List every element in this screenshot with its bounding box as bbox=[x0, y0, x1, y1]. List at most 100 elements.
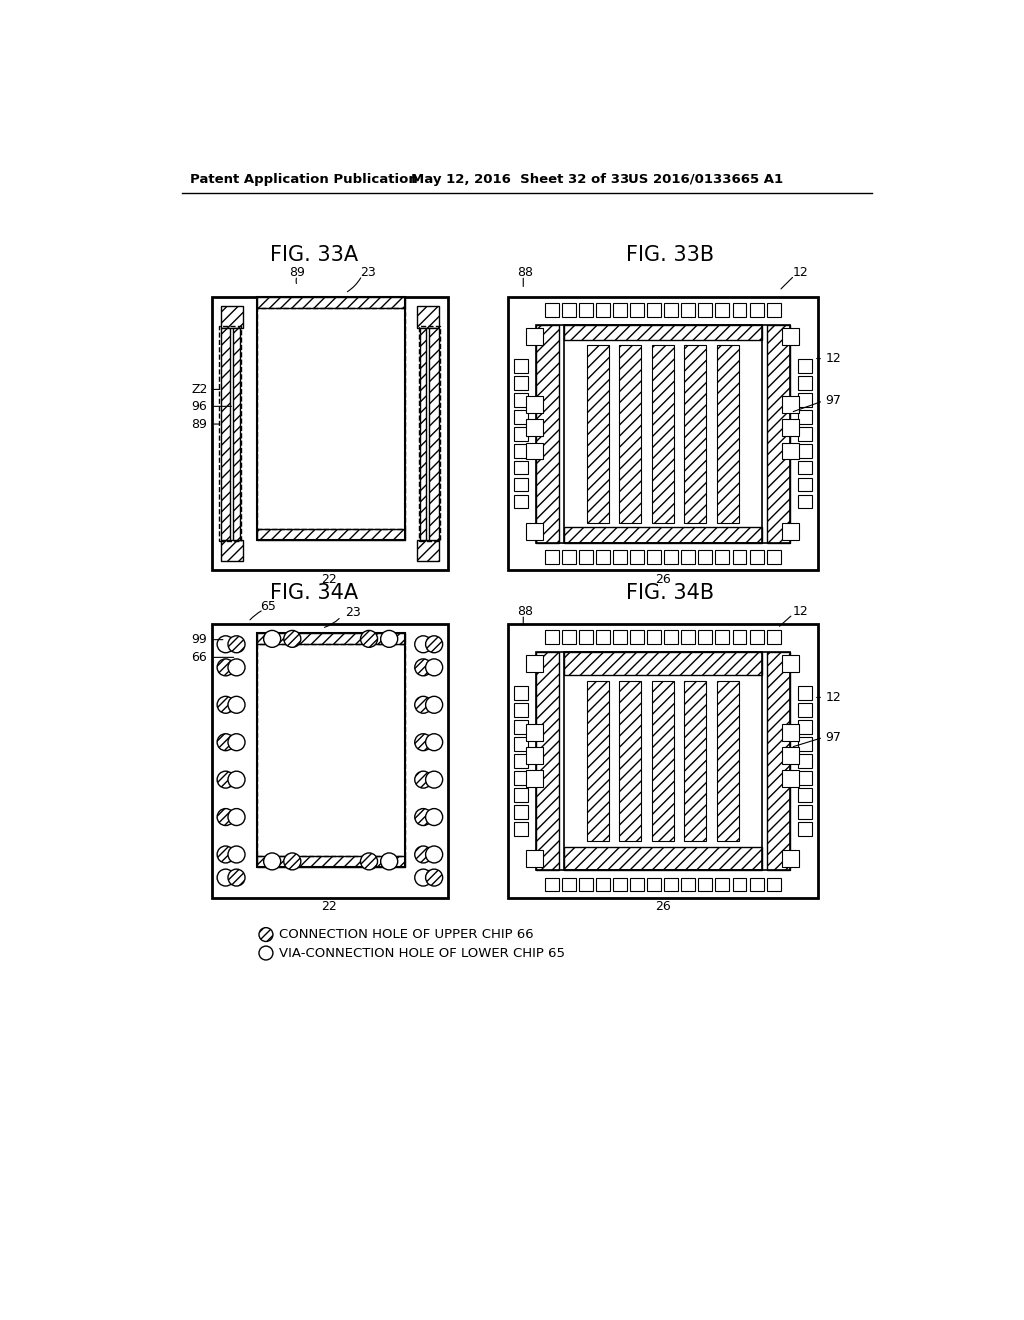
Text: Z2: Z2 bbox=[191, 383, 208, 396]
Bar bbox=[514, 686, 528, 700]
Bar bbox=[545, 304, 559, 317]
Circle shape bbox=[415, 659, 432, 676]
Bar bbox=[526, 327, 544, 345]
Text: 97: 97 bbox=[825, 395, 842, 408]
Bar bbox=[526, 850, 544, 867]
Bar bbox=[514, 754, 528, 768]
Bar bbox=[613, 550, 627, 564]
Bar bbox=[221, 306, 243, 327]
Circle shape bbox=[415, 846, 432, 863]
Text: 26: 26 bbox=[655, 900, 671, 913]
Circle shape bbox=[263, 853, 281, 870]
Bar bbox=[526, 770, 544, 787]
Circle shape bbox=[259, 946, 273, 960]
Text: FIG. 34B: FIG. 34B bbox=[627, 583, 715, 603]
Bar bbox=[212, 624, 449, 898]
Bar bbox=[698, 550, 713, 564]
Bar bbox=[665, 304, 678, 317]
Bar bbox=[562, 304, 575, 317]
Bar bbox=[767, 878, 780, 891]
Bar bbox=[257, 644, 404, 857]
Circle shape bbox=[217, 809, 234, 825]
Bar bbox=[562, 878, 575, 891]
Circle shape bbox=[426, 809, 442, 825]
Circle shape bbox=[426, 697, 442, 713]
Circle shape bbox=[217, 697, 234, 713]
Circle shape bbox=[228, 869, 245, 886]
Bar bbox=[798, 393, 812, 407]
Text: US 2016/0133665 A1: US 2016/0133665 A1 bbox=[628, 173, 783, 186]
Bar bbox=[620, 681, 641, 841]
Bar bbox=[798, 478, 812, 491]
Bar bbox=[698, 878, 713, 891]
Bar bbox=[782, 655, 799, 672]
Bar bbox=[514, 704, 528, 717]
Circle shape bbox=[426, 659, 442, 676]
Bar bbox=[545, 550, 559, 564]
Bar bbox=[596, 878, 610, 891]
Bar bbox=[798, 495, 812, 508]
Bar bbox=[419, 326, 440, 541]
Bar bbox=[563, 527, 762, 543]
Bar bbox=[420, 327, 426, 540]
Bar bbox=[681, 631, 695, 644]
Bar bbox=[782, 850, 799, 867]
Circle shape bbox=[426, 734, 442, 751]
Bar bbox=[579, 631, 593, 644]
Circle shape bbox=[415, 734, 432, 751]
Bar bbox=[782, 327, 799, 345]
Bar bbox=[514, 461, 528, 474]
Bar bbox=[514, 737, 528, 751]
Bar bbox=[613, 878, 627, 891]
Bar bbox=[563, 652, 762, 675]
Text: 89: 89 bbox=[289, 265, 305, 279]
Bar bbox=[221, 540, 243, 561]
Circle shape bbox=[426, 846, 442, 863]
Text: 88: 88 bbox=[517, 605, 534, 618]
Bar bbox=[596, 550, 610, 564]
Bar bbox=[698, 304, 713, 317]
Bar bbox=[419, 326, 440, 541]
Bar bbox=[526, 655, 544, 672]
Bar bbox=[526, 396, 544, 413]
Circle shape bbox=[217, 771, 234, 788]
Bar bbox=[613, 631, 627, 644]
Bar bbox=[514, 822, 528, 836]
Bar bbox=[782, 523, 799, 540]
Bar bbox=[798, 704, 812, 717]
Text: 89: 89 bbox=[191, 417, 208, 430]
Circle shape bbox=[228, 771, 245, 788]
Bar bbox=[563, 325, 762, 543]
Circle shape bbox=[415, 809, 432, 825]
Bar bbox=[750, 550, 764, 564]
Bar bbox=[563, 652, 762, 870]
Text: 26: 26 bbox=[655, 573, 671, 586]
Bar bbox=[782, 770, 799, 787]
Bar bbox=[767, 631, 780, 644]
Bar bbox=[767, 652, 790, 870]
Bar bbox=[257, 857, 404, 867]
Bar bbox=[514, 771, 528, 785]
Bar bbox=[782, 442, 799, 459]
Bar bbox=[536, 325, 559, 543]
Bar bbox=[514, 788, 528, 801]
Bar bbox=[514, 393, 528, 407]
Text: May 12, 2016  Sheet 32 of 33: May 12, 2016 Sheet 32 of 33 bbox=[411, 173, 629, 186]
Bar bbox=[716, 304, 729, 317]
Circle shape bbox=[284, 631, 301, 647]
Bar bbox=[798, 721, 812, 734]
Bar bbox=[798, 822, 812, 836]
Bar bbox=[684, 681, 707, 841]
Bar bbox=[429, 327, 438, 540]
Text: 12: 12 bbox=[793, 605, 809, 618]
Bar bbox=[221, 327, 230, 540]
Bar bbox=[717, 345, 738, 523]
Bar bbox=[798, 359, 812, 372]
Bar bbox=[798, 771, 812, 785]
Bar bbox=[716, 878, 729, 891]
Circle shape bbox=[360, 631, 378, 647]
Circle shape bbox=[228, 697, 245, 713]
Bar bbox=[514, 805, 528, 818]
Bar bbox=[212, 297, 449, 570]
Bar bbox=[620, 345, 641, 523]
